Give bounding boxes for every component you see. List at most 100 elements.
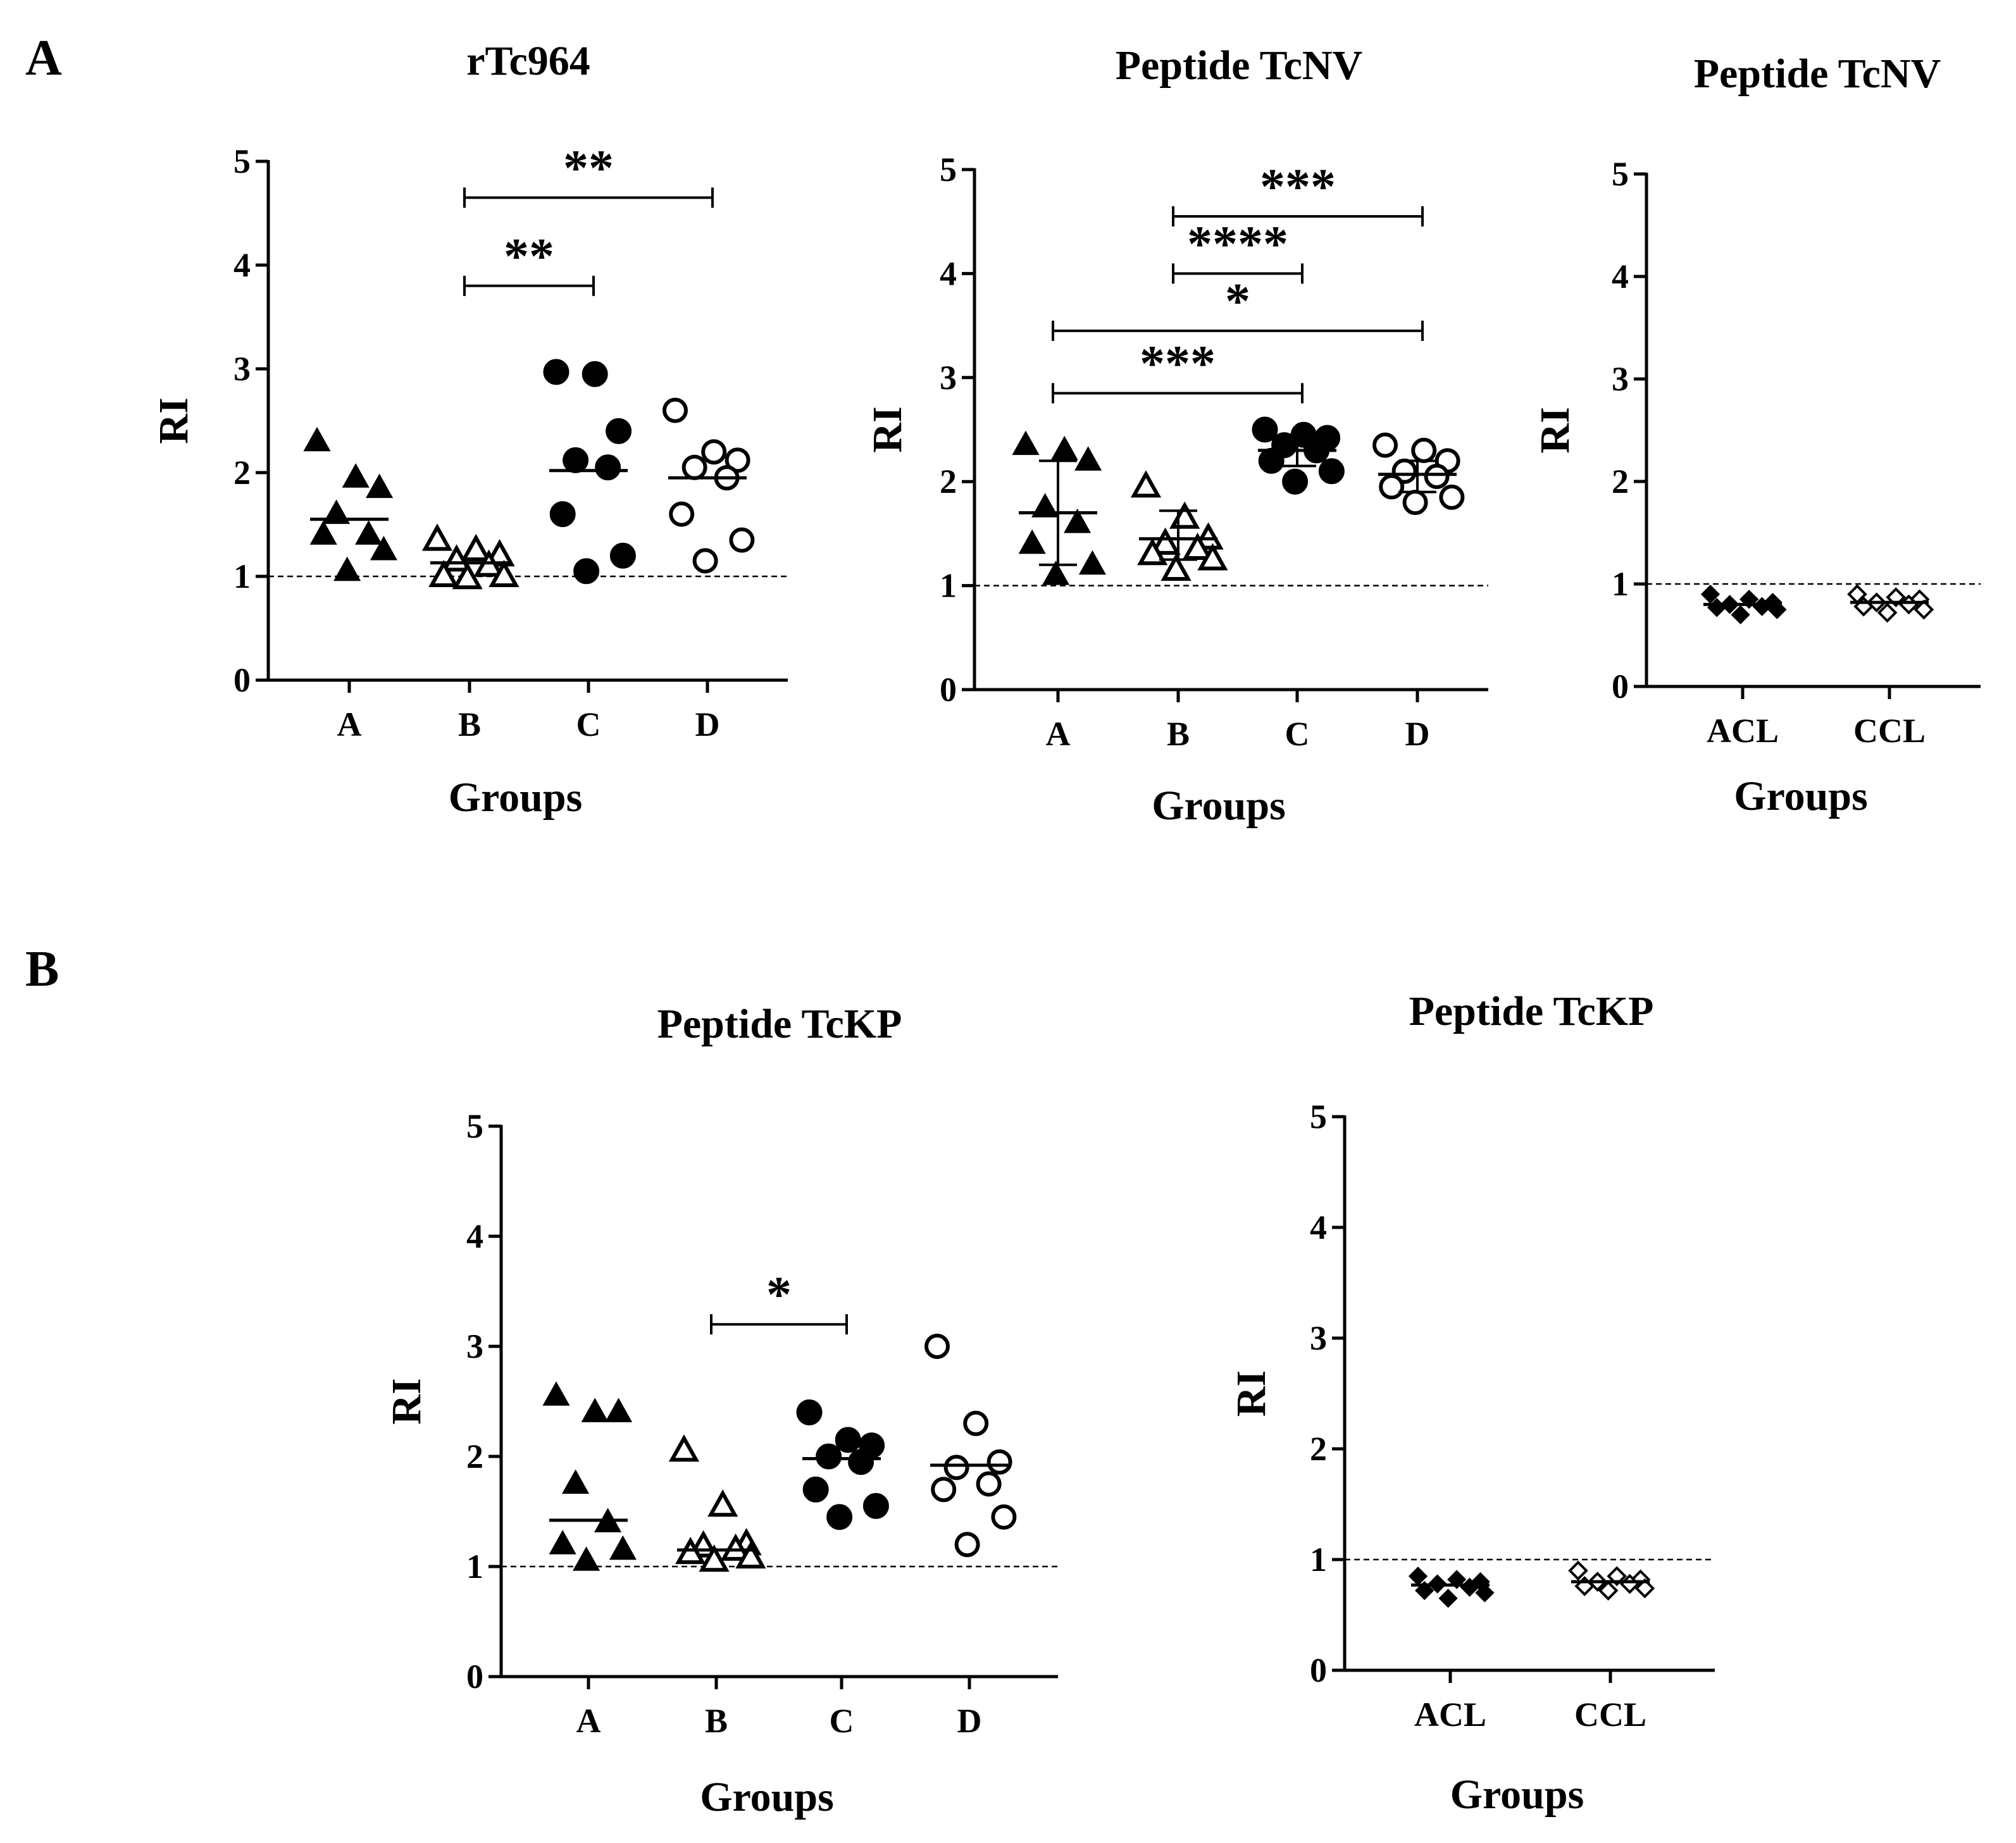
- data-point: [1150, 527, 1181, 555]
- data-point: [488, 559, 520, 587]
- y-tick-label: 0: [233, 661, 251, 699]
- data-point: [848, 1449, 874, 1475]
- y-tick-label: 2: [940, 462, 957, 500]
- data-point: [606, 418, 632, 444]
- significance-label: ***: [1260, 159, 1336, 215]
- data-point: [699, 1544, 730, 1572]
- data-point: [1439, 484, 1465, 510]
- data-point: [826, 1504, 853, 1530]
- data-point: [796, 1399, 823, 1425]
- x-tick-label: B: [705, 1702, 728, 1740]
- data-point: [581, 1398, 609, 1422]
- data-point: [725, 447, 750, 473]
- chart-title: rTc964: [466, 38, 590, 84]
- x-tick-label: C: [576, 705, 601, 743]
- y-tick-label: 1: [233, 557, 251, 595]
- x-axis-label: Groups: [1152, 783, 1286, 829]
- y-tick-label: 0: [940, 671, 957, 709]
- y-tick-label: 1: [1310, 1541, 1327, 1579]
- series-CCL: [1847, 584, 1934, 623]
- data-point: [549, 1530, 576, 1554]
- data-point: [1475, 1583, 1495, 1603]
- data-point: [1252, 416, 1278, 443]
- data-point: [692, 548, 718, 574]
- series-B: [421, 523, 520, 590]
- data-point: [303, 426, 331, 452]
- data-point: [663, 397, 688, 423]
- series-D: [663, 397, 755, 574]
- data-point: [1282, 468, 1309, 495]
- x-tick-label: ACL: [1414, 1696, 1486, 1734]
- y-axis-label: RI: [383, 1378, 430, 1424]
- y-tick-label: 2: [1612, 462, 1629, 500]
- data-point: [1424, 463, 1450, 489]
- x-tick-label: B: [1167, 715, 1190, 753]
- significance-label: **: [504, 229, 554, 285]
- data-point: [1182, 532, 1213, 561]
- data-point: [1018, 529, 1046, 554]
- data-point: [609, 542, 636, 569]
- data-point: [323, 499, 351, 524]
- series-C: [1252, 416, 1345, 495]
- x-tick-label: C: [830, 1702, 854, 1740]
- data-point: [421, 523, 453, 551]
- data-point: [1731, 605, 1750, 624]
- significance-label: ***: [1140, 336, 1216, 392]
- data-point: [355, 520, 383, 545]
- data-point: [1078, 550, 1106, 575]
- series-A: [303, 426, 397, 581]
- chart-5: Peptide TcKP 0 1 2 3 4 5 ACL CCL RI Groups: [1228, 988, 1715, 1818]
- x-tick-label: A: [337, 705, 362, 743]
- data-point: [1197, 543, 1228, 571]
- data-point: [609, 1535, 637, 1560]
- y-tick-label: 0: [1612, 667, 1629, 705]
- series-D: [924, 1334, 1017, 1558]
- y-tick-label: 0: [1310, 1651, 1327, 1689]
- series-B: [1130, 470, 1228, 581]
- significance-bracket: ***: [1052, 336, 1304, 404]
- x-tick-label: CCL: [1853, 712, 1926, 750]
- y-tick-label: 5: [940, 151, 957, 189]
- y-tick-label: 5: [466, 1107, 483, 1145]
- data-point: [1064, 508, 1092, 533]
- data-point: [1012, 430, 1040, 456]
- data-point: [1379, 474, 1405, 500]
- data-point: [1634, 1578, 1655, 1599]
- data-point: [931, 1477, 957, 1503]
- significance-label: **: [563, 140, 614, 196]
- data-point: [720, 1533, 751, 1561]
- y-tick-label: 3: [940, 359, 957, 397]
- chart-4: Peptide TcKP 0 1 2 3 4 5 A B C D RI Groups *: [383, 1001, 1058, 1820]
- x-tick-label: D: [1405, 715, 1430, 753]
- panel-label-b: B: [25, 941, 59, 997]
- y-axis-label: RI: [1532, 407, 1578, 453]
- data-point: [1031, 493, 1059, 518]
- data-point: [1318, 458, 1345, 485]
- y-tick-label: 3: [233, 350, 251, 388]
- y-tick-label: 2: [1310, 1430, 1327, 1468]
- y-tick-label: 1: [466, 1548, 483, 1585]
- series-B: [668, 1434, 766, 1572]
- chart-title: Peptide TcNV: [1116, 42, 1363, 89]
- chart-1: rTc964 0 1 2 3 4 5 A B C D RI Groups ****: [151, 38, 788, 821]
- series-ACL: [1700, 585, 1787, 624]
- data-point: [707, 1489, 738, 1517]
- y-tick-label: 3: [1612, 360, 1629, 398]
- data-point: [605, 1398, 633, 1422]
- data-point: [573, 1546, 600, 1571]
- data-point: [1411, 437, 1437, 463]
- y-tick-label: 0: [466, 1658, 483, 1696]
- data-point: [549, 501, 576, 528]
- chart-title: Peptide TcNV: [1694, 51, 1941, 97]
- data-point: [542, 1381, 570, 1406]
- x-tick-label: B: [458, 705, 481, 743]
- data-point: [802, 1476, 829, 1503]
- y-axis-label: RI: [1228, 1370, 1274, 1417]
- data-point: [976, 1471, 1002, 1497]
- series-C: [796, 1399, 889, 1530]
- data-point: [543, 359, 569, 385]
- data-point: [1169, 501, 1200, 529]
- y-tick-label: 4: [1310, 1208, 1327, 1246]
- y-tick-label: 3: [1310, 1319, 1327, 1357]
- data-point: [562, 1469, 590, 1494]
